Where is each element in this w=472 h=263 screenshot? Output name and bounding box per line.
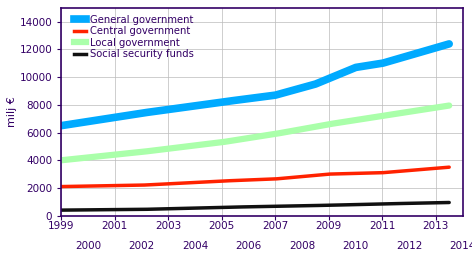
Y-axis label: milj €: milj € bbox=[7, 97, 17, 127]
Text: 2008: 2008 bbox=[289, 241, 315, 251]
Text: 2006: 2006 bbox=[236, 241, 261, 251]
Text: 2000: 2000 bbox=[75, 241, 101, 251]
Text: 2002: 2002 bbox=[128, 241, 155, 251]
Text: 2004: 2004 bbox=[182, 241, 208, 251]
Text: 2010: 2010 bbox=[343, 241, 369, 251]
Text: 2012: 2012 bbox=[396, 241, 422, 251]
Text: 2014: 2014 bbox=[449, 241, 472, 251]
Legend: General government, Central government, Local government, Social security funds: General government, Central government, … bbox=[75, 15, 194, 59]
